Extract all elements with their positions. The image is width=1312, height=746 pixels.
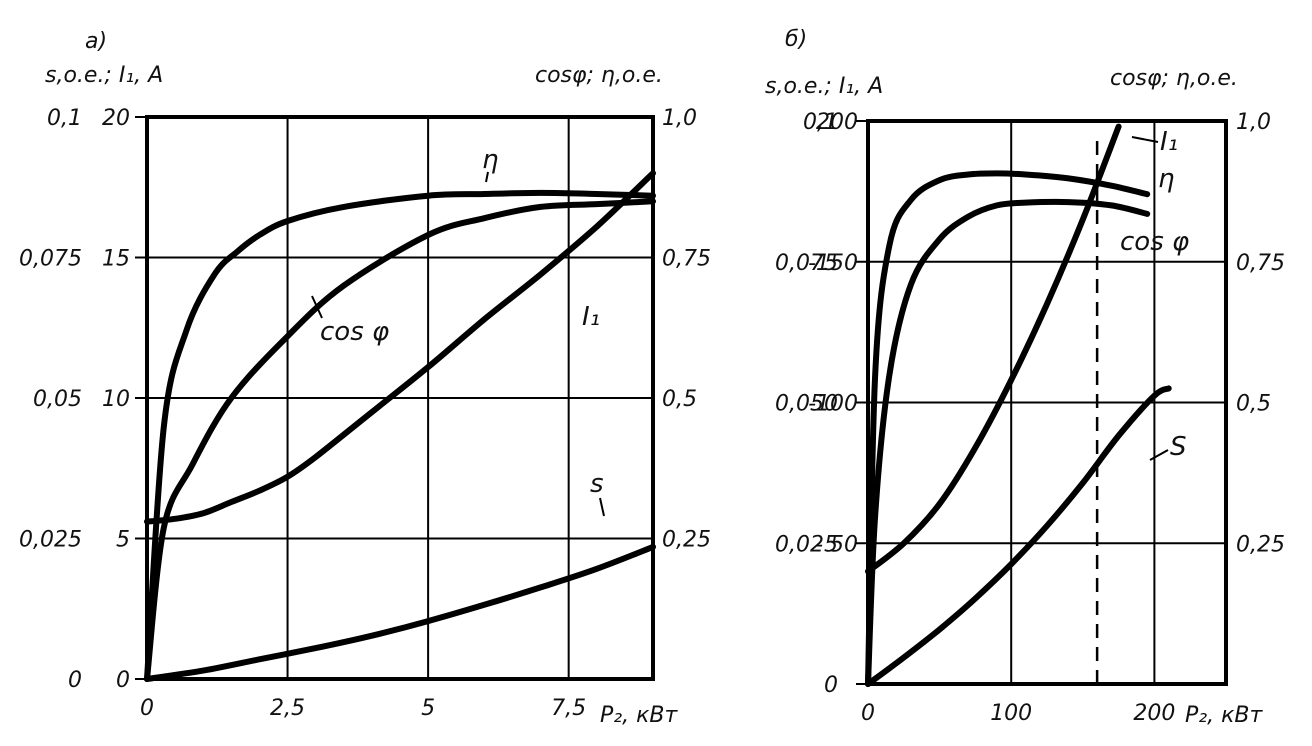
series-cos-phi-line bbox=[865, 198, 1151, 687]
current-tick-label: - 50 bbox=[815, 532, 858, 557]
right-tick-label: 0,75 bbox=[1236, 251, 1285, 276]
panel-b-s-leader bbox=[1149, 449, 1169, 461]
current-tick-label: -100 bbox=[808, 392, 858, 417]
slip-tick-label: 0,050 bbox=[775, 392, 838, 417]
panel-b-cos-label: cos φ bbox=[1120, 227, 1189, 257]
current-tick-label: 20 bbox=[102, 106, 130, 131]
x-tick-label: 2,5 bbox=[270, 696, 305, 721]
panel-a-x-axis-label: P₂, кВт bbox=[600, 703, 678, 728]
right-tick-label: 0,5 bbox=[662, 387, 697, 412]
panel-a-cos-leader bbox=[311, 295, 323, 319]
slip-tick-label: 0 bbox=[68, 668, 82, 693]
series-slip-s-line bbox=[144, 543, 656, 682]
panel-a-s-label: s bbox=[590, 469, 604, 499]
current-tick-label: 10 bbox=[102, 387, 130, 412]
panel-a-i1-label: I₁ bbox=[582, 302, 600, 332]
panel-a-cos-label: cos φ bbox=[320, 317, 389, 347]
x-tick-label: 0 bbox=[140, 696, 154, 721]
right-tick-label: 1,0 bbox=[1236, 110, 1271, 135]
panel-a-left-axis-label: s,o.e.; I₁, A bbox=[45, 63, 163, 88]
x-tick-label: 0 bbox=[861, 701, 875, 726]
slip-tick-label: 0,1 bbox=[803, 110, 838, 135]
current-tick-label: 0 bbox=[116, 668, 130, 693]
panel-a-ticks: 0 2,5 5 7,5 0 5 10 15 20 0 0,025 0,05 0,075 0,1 0,25 0,… bbox=[19, 106, 711, 721]
slip-tick-label: 0,075 bbox=[19, 247, 82, 272]
panel-a-label: a) bbox=[85, 29, 107, 54]
right-tick-label: 0,5 bbox=[1236, 392, 1271, 417]
slip-tick-label: 0,05 bbox=[33, 387, 82, 412]
current-tick-label: -150 bbox=[808, 251, 858, 276]
panel-b-grid bbox=[868, 121, 1226, 684]
x-tick-label: 7,5 bbox=[551, 696, 586, 721]
current-tick-label: 5 bbox=[116, 528, 130, 553]
panel-a-right-axis-label: cosφ; η,o.e. bbox=[535, 63, 663, 88]
panel-b-i1-leader bbox=[1131, 136, 1159, 143]
slip-tick-label: 0,1 bbox=[47, 106, 82, 131]
panel-b-left-axis-label: s,o.e.; I₁, A bbox=[765, 74, 883, 99]
series-slip-s-line bbox=[865, 385, 1172, 687]
right-tick-label: 0,25 bbox=[662, 528, 711, 553]
panel-a-s-leader bbox=[599, 497, 605, 517]
x-tick-label: 200 bbox=[1133, 701, 1175, 726]
slip-tick-label: 0 bbox=[824, 673, 838, 698]
series-current-i1-line bbox=[865, 123, 1122, 575]
panel-b-right-axis-label: cosφ; η,o.e. bbox=[1110, 66, 1238, 91]
x-tick-label: 100 bbox=[990, 701, 1032, 726]
slip-tick-label: 0,025 bbox=[19, 528, 82, 553]
panel-b-s-label: S bbox=[1170, 432, 1187, 462]
panel-b-ticks: 0 100 200 - 50 -100 -150 200 0 0,025 0,050 0,075 0,… bbox=[775, 110, 1285, 726]
x-tick-label: 5 bbox=[421, 696, 435, 721]
panel-b-i1-label: I₁ bbox=[1160, 127, 1178, 157]
slip-tick-label: 0,075 bbox=[775, 251, 838, 276]
panel-b-eta-label: η bbox=[1158, 164, 1174, 194]
panel-a-series bbox=[144, 170, 656, 682]
panel-b-x-axis-label: P₂, кВт bbox=[1185, 703, 1263, 728]
right-tick-label: 0,75 bbox=[662, 247, 711, 272]
current-tick-label: 200 bbox=[816, 110, 858, 135]
panel-b-series bbox=[865, 123, 1172, 687]
panel-b-label: б) bbox=[785, 27, 807, 52]
panel-a-eta-label: η bbox=[482, 145, 498, 175]
series-cos-phi-line bbox=[144, 198, 656, 682]
right-tick-label: 1,0 bbox=[662, 106, 697, 131]
right-tick-label: 0,25 bbox=[1236, 532, 1285, 557]
series-current-i1-line bbox=[144, 170, 656, 525]
series-eta-line bbox=[144, 189, 656, 682]
panel-b: 0 100 200 - 50 -100 -150 200 0 0,025 0,050 0,075 0,… bbox=[765, 27, 1285, 728]
series-eta-line bbox=[865, 170, 1151, 687]
panel-a: 0 2,5 5 7,5 0 5 10 15 20 0 0,025 0,05 0,075 0,1 0,25 0,… bbox=[19, 29, 711, 728]
current-tick-label: 15 bbox=[102, 247, 130, 272]
panel-a-eta-leader bbox=[485, 171, 489, 183]
slip-tick-label: 0,025 bbox=[775, 532, 838, 557]
